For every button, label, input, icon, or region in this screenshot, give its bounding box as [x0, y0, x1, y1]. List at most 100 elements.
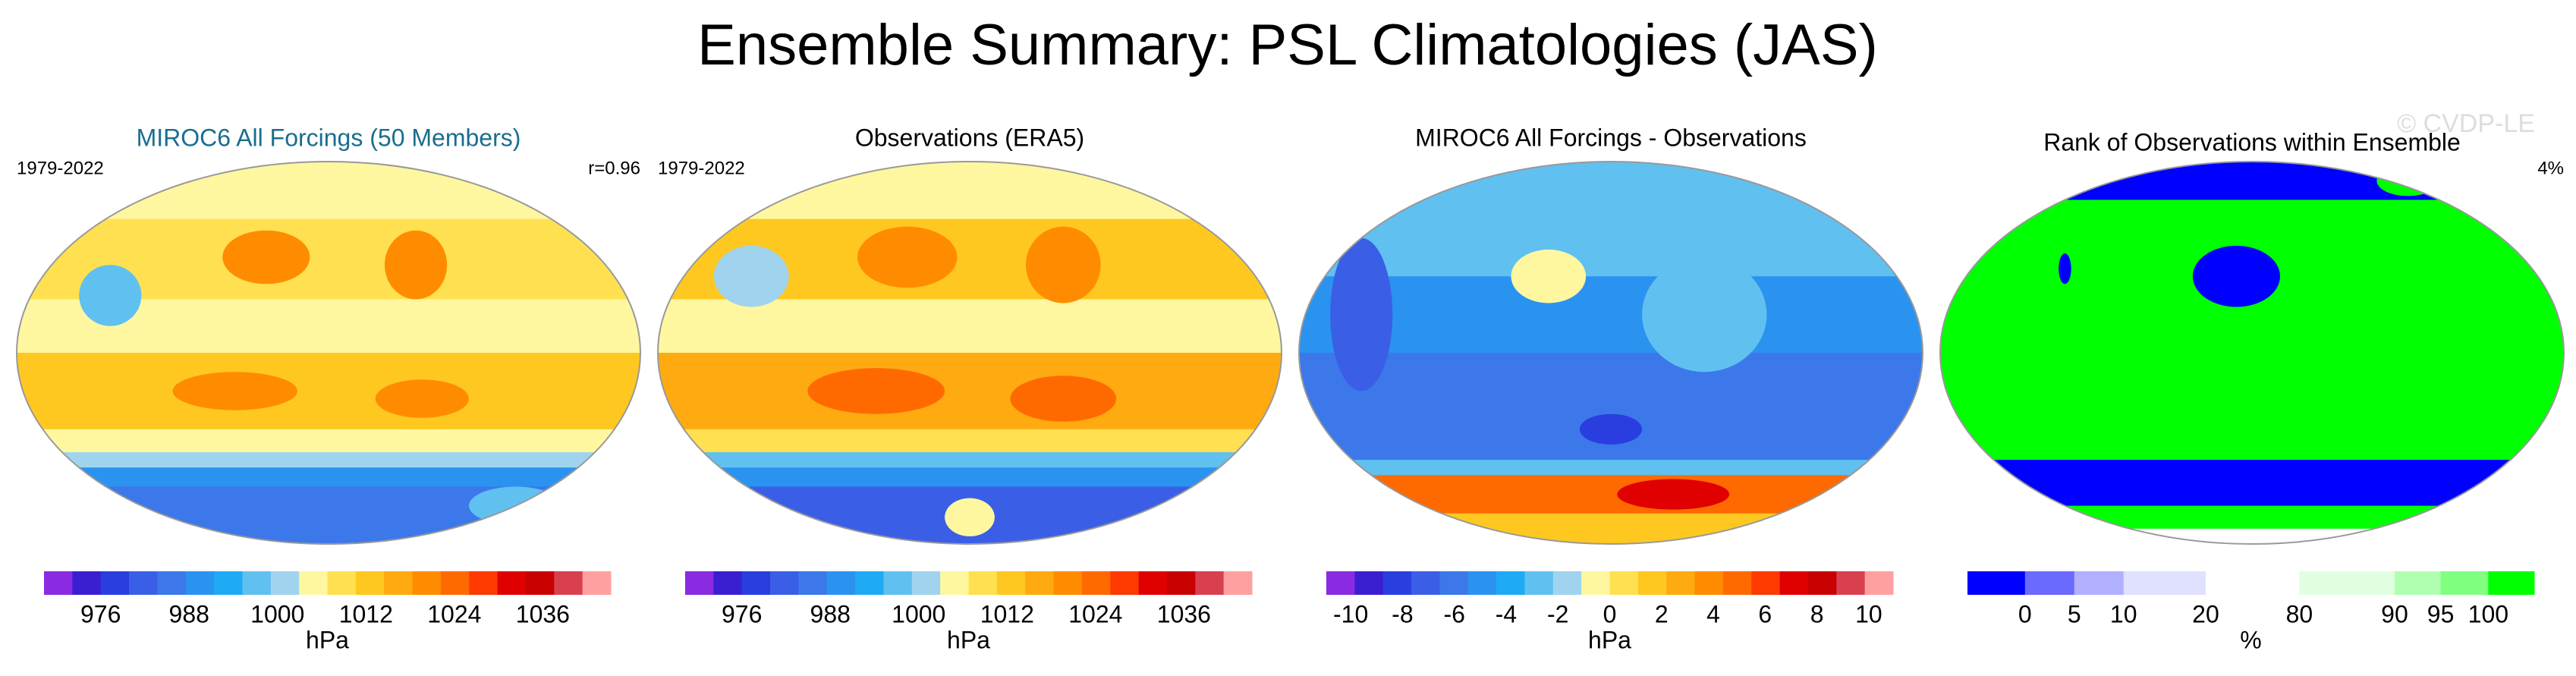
- colorbar-swatch: [412, 571, 442, 595]
- colorbar-tick-label: 80: [2286, 600, 2313, 627]
- colorbar-tick-label: 1000: [250, 600, 304, 627]
- map-outline: [16, 161, 641, 545]
- field-blob: [945, 498, 995, 536]
- field-band: [17, 162, 640, 220]
- colorbar-swatch: [100, 571, 130, 595]
- colorbar-swatch: [713, 571, 743, 595]
- colorbar-swatch: [798, 571, 828, 595]
- colorbar-swatch: [1326, 571, 1355, 595]
- map-outline: [1298, 161, 1923, 545]
- colorbar-swatch: [2074, 571, 2125, 595]
- field-band: [1940, 200, 2564, 461]
- colorbar-swatch: [1666, 571, 1696, 595]
- colorbar-swatch: [1552, 571, 1582, 595]
- colorbar-swatch: [685, 571, 714, 595]
- colorbar-swatch: [1195, 571, 1225, 595]
- colorbar-tick-label: 6: [1758, 600, 1772, 627]
- field-blob: [1010, 376, 1117, 422]
- colorbar-swatch: [129, 571, 158, 595]
- colorbar-tick-label: 976: [80, 600, 121, 627]
- colorbar-tick-label: 0: [2018, 600, 2032, 627]
- panel-title: Observations (ERA5): [855, 124, 1084, 151]
- colorbar-swatch: [469, 571, 499, 595]
- colorbar-swatch: [1807, 571, 1837, 595]
- colorbar-tick-label: -10: [1333, 600, 1368, 627]
- colorbar-swatch: [741, 571, 771, 595]
- colorbar-swatch: [525, 571, 555, 595]
- colorbar-swatch: [582, 571, 612, 595]
- colorbar-swatch: [157, 571, 187, 595]
- colorbar-swatch: [2123, 571, 2206, 595]
- panel-title: MIROC6 All Forcings (50 Members): [137, 124, 521, 151]
- field-blob: [807, 368, 945, 414]
- colorbar-swatch: [72, 571, 102, 595]
- map: [1299, 162, 1923, 544]
- field-band: [658, 452, 1282, 469]
- colorbar-tick-label: 0: [1603, 600, 1617, 627]
- colorbar-swatch: [1411, 571, 1440, 595]
- colorbar-tick-label: 90: [2381, 600, 2408, 627]
- figure-title: Ensemble Summary: PSL Climatologies (JAS…: [697, 13, 1878, 77]
- field-band: [1940, 162, 2564, 201]
- field-blob: [1330, 237, 1393, 391]
- map: [658, 162, 1282, 544]
- colorbar-swatch: [384, 571, 414, 595]
- panel-title: MIROC6 All Forcings - Observations: [1415, 124, 1807, 151]
- colorbar-swatch: [2440, 571, 2489, 595]
- colorbar-tick-label: 100: [2468, 600, 2508, 627]
- panel-title: Rank of Observations within Ensemble: [2043, 128, 2461, 156]
- map-outline: [657, 161, 1282, 545]
- colorbar-swatch: [327, 571, 357, 595]
- colorbar-swatch: [1779, 571, 1809, 595]
- field-blob: [2059, 253, 2071, 285]
- stat-label: r=0.96: [588, 158, 640, 178]
- colorbar-tick-label: 1036: [516, 600, 570, 627]
- colorbar-swatch: [940, 571, 969, 595]
- colorbar-swatch: [2394, 571, 2442, 595]
- colorbar-swatch: [1967, 571, 2026, 595]
- field-blob: [713, 245, 789, 307]
- colorbar-swatch: [44, 571, 73, 595]
- field-band: [17, 353, 640, 430]
- colorbar-swatch: [1722, 571, 1752, 595]
- colorbar-swatch: [299, 571, 328, 595]
- colorbar-swatch: [1354, 571, 1384, 595]
- colorbar-swatch: [242, 571, 272, 595]
- colorbar-swatch: [1138, 571, 1168, 595]
- colorbar-unit: hPa: [306, 626, 349, 653]
- field-blob: [384, 230, 448, 300]
- field-band: [17, 486, 640, 544]
- map: [17, 162, 640, 544]
- colorbar-tick-label: -6: [1443, 600, 1464, 627]
- colorbar-tick-label: 1024: [1068, 600, 1122, 627]
- colorbar-swatch: [270, 571, 300, 595]
- colorbar-swatch: [1864, 571, 1894, 595]
- colorbar-swatch: [554, 571, 583, 595]
- colorbar-tick-label: 20: [2192, 600, 2219, 627]
- colorbar-swatch: [1637, 571, 1667, 595]
- field-band: [1299, 276, 1923, 354]
- colorbar-swatch: [185, 571, 215, 595]
- colorbar-swatch: [968, 571, 998, 595]
- colorbar-swatch: [1166, 571, 1196, 595]
- map: [1940, 162, 2564, 544]
- field-band: [1299, 513, 1923, 544]
- colorbar-tick-label: 4: [1706, 600, 1720, 627]
- colorbar-swatch: [497, 571, 527, 595]
- colorbar-swatch: [770, 571, 799, 595]
- field-band: [1940, 528, 2564, 544]
- colorbar-tick-label: -4: [1496, 600, 1517, 627]
- colorbar-tick-label: -2: [1547, 600, 1568, 627]
- field-blob: [1642, 257, 1767, 373]
- field-band: [1299, 475, 1923, 514]
- colorbar-swatch: [2205, 571, 2300, 595]
- colorbar-swatch: [855, 571, 884, 595]
- colorbar-tick-label: 1012: [339, 600, 393, 627]
- field-band: [17, 429, 640, 454]
- period-label: 1979-2022: [658, 158, 745, 178]
- field-band: [17, 452, 640, 469]
- period-label: 1979-2022: [17, 158, 104, 178]
- colorbar-swatch: [1110, 571, 1140, 595]
- field-blob: [1617, 479, 1730, 510]
